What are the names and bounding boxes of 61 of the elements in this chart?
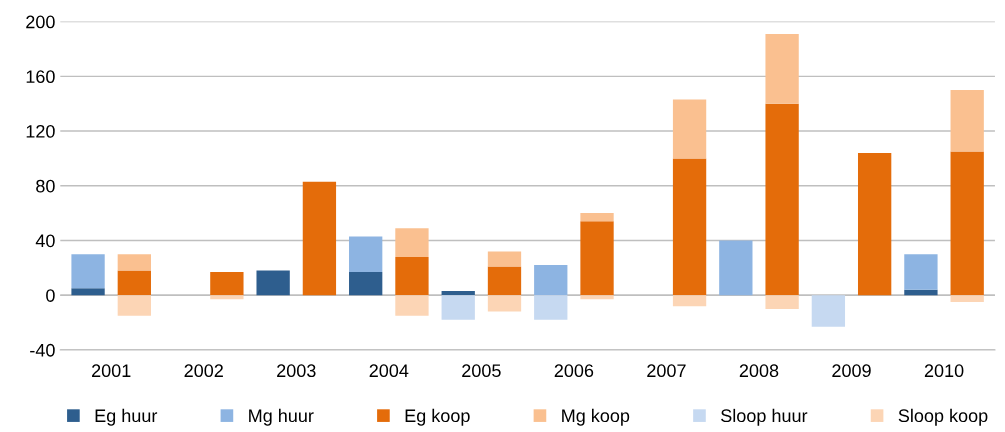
bar	[950, 90, 984, 152]
bar	[117, 270, 151, 296]
y-tick-label: 80	[36, 179, 55, 193]
bar	[950, 295, 984, 303]
bar	[672, 99, 707, 159]
bar	[765, 295, 799, 309]
bar	[765, 33, 799, 104]
y-tick-label: 160	[26, 70, 55, 84]
y-tick-label: 40	[35, 234, 55, 248]
bar	[210, 271, 244, 296]
bar	[580, 213, 614, 222]
y-tick-label: -40	[30, 343, 55, 357]
bar	[117, 295, 151, 316]
bar	[534, 295, 568, 320]
legend-label: Mg koop	[562, 408, 630, 426]
legend-label: Sloop huur	[721, 408, 808, 426]
bar	[395, 295, 429, 316]
bar	[904, 254, 938, 290]
bar	[441, 295, 475, 320]
x-tick-label: 2002	[184, 364, 223, 378]
bar	[256, 270, 290, 296]
bar	[580, 295, 614, 300]
bar	[395, 256, 429, 296]
y-tick-label: 120	[26, 124, 55, 138]
x-tick-label: 2001	[92, 364, 131, 378]
x-tick-label: 2008	[739, 364, 779, 378]
x-tick-label: 2010	[924, 364, 964, 378]
bar	[302, 181, 337, 296]
bar	[349, 236, 383, 272]
bar	[950, 151, 984, 296]
bar	[672, 295, 707, 307]
legend-label: Mg huur	[249, 408, 314, 426]
bar	[580, 221, 614, 296]
x-tick-label: 2009	[832, 364, 871, 378]
x-tick-label: 2004	[369, 364, 409, 378]
bar	[811, 295, 846, 327]
bar	[672, 158, 707, 296]
bar	[71, 288, 105, 296]
bar	[71, 254, 105, 289]
bar	[441, 291, 475, 296]
y-tick-label: 0	[46, 289, 55, 302]
bar	[487, 266, 522, 296]
x-tick-label: 2003	[277, 364, 316, 378]
bar	[117, 254, 151, 271]
bar	[349, 271, 383, 296]
bar	[210, 295, 244, 300]
bar	[487, 295, 522, 312]
bar	[487, 251, 522, 267]
bar	[395, 228, 429, 257]
bar	[857, 152, 892, 296]
y-tick-label: 200	[26, 15, 55, 29]
bar	[719, 240, 753, 296]
x-tick-label: 2006	[554, 364, 594, 378]
bar	[765, 103, 799, 296]
legend-label: Eg koop	[405, 408, 470, 426]
legend-label: Eg huur	[95, 408, 158, 426]
bar	[904, 289, 938, 296]
bar	[534, 265, 568, 296]
legend-label: Sloop koop	[898, 408, 988, 426]
x-tick-label: 2005	[462, 364, 501, 378]
x-tick-label: 2007	[647, 364, 686, 378]
